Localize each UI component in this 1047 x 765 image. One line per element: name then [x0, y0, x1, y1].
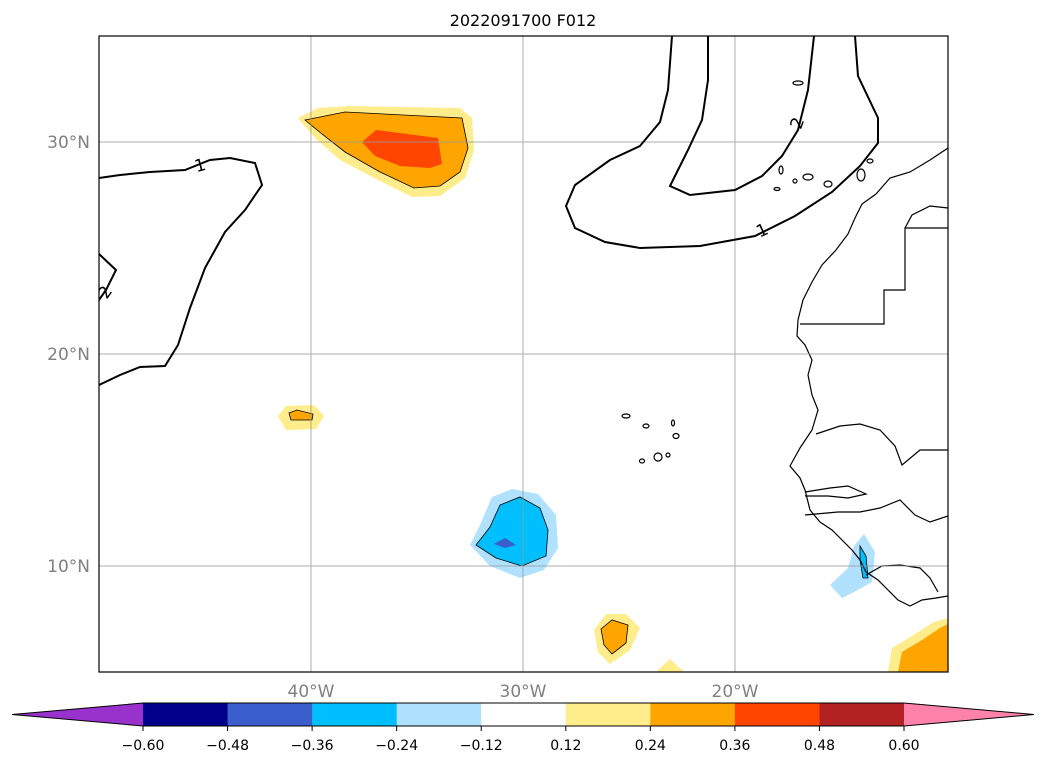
colorbar-tick-label: −0.36 — [291, 738, 334, 754]
gambia-river — [804, 485, 868, 499]
island-canary-3 — [773, 186, 781, 192]
thick-contours — [99, 36, 879, 386]
island-canary-6 — [823, 180, 833, 188]
colorbar-box — [312, 703, 398, 726]
island-canary-1 — [792, 80, 804, 86]
anomaly-outlines — [288, 111, 869, 655]
colorbar-box — [565, 703, 651, 726]
guinea-borders — [804, 499, 948, 523]
island-canary-8 — [866, 158, 874, 164]
coastlines — [789, 147, 948, 607]
colorbar-ticks: −0.60 −0.48 −0.36 −0.24 −0.12 0.12 0.24 0.36 0.4… — [122, 726, 920, 754]
colorbar: −0.60 −0.48 −0.36 −0.24 −0.12 0.12 0.24 0.36 0.4… — [11, 702, 1035, 754]
colorbar-tick-label: −0.24 — [375, 738, 418, 754]
outline-small-west — [288, 409, 314, 421]
colorbar-tick-label: −0.60 — [122, 738, 165, 754]
western-sahara-border — [800, 227, 948, 325]
colorbar-swatches — [11, 702, 1035, 727]
outline-central — [475, 496, 549, 567]
outline-north-atlantic — [304, 111, 469, 189]
latitude-labels: 30°N 20°N 10°N — [47, 133, 90, 577]
colorbar-tick-label: 0.12 — [550, 738, 581, 754]
island-cape-verde-4 — [672, 432, 680, 440]
lon-label-30w: 30°W — [500, 682, 547, 702]
senegal-interior-borders — [815, 423, 948, 467]
colorbar-box — [650, 703, 736, 726]
lat-label-10n: 10°N — [47, 557, 90, 577]
colorbar-box — [481, 703, 567, 726]
shaded-anomalies — [278, 106, 948, 672]
colorbar-tick-label: 0.48 — [804, 738, 835, 754]
positive-anomaly-north-atlantic-core — [362, 130, 442, 168]
colorbar-tick-label: 0.24 — [635, 738, 666, 754]
contour-2-east — [668, 36, 815, 197]
positive-anomaly-south-core — [601, 620, 628, 654]
lat-label-30n: 30°N — [47, 133, 90, 153]
positive-anomaly-edge-south — [656, 659, 684, 672]
island-canary-5 — [802, 173, 814, 181]
map-area: 1 1 2 2 — [99, 36, 948, 672]
lon-label-20w: 20°W — [712, 682, 759, 702]
island-cape-verde-7 — [665, 452, 671, 458]
colorbar-tick-label: −0.12 — [460, 738, 503, 754]
colorbar-box — [396, 703, 482, 726]
contour-2-west-edge — [99, 253, 118, 301]
island-cape-verde-5 — [638, 458, 646, 464]
morocco-coast-inner — [904, 205, 948, 229]
lon-label-40w: 40°W — [288, 682, 335, 702]
colorbar-box — [227, 703, 313, 726]
colorbar-extend-min — [12, 703, 143, 726]
negative-anomaly-central-deep — [494, 538, 516, 548]
island-cape-verde-6 — [653, 452, 663, 462]
gridlines — [99, 36, 948, 672]
island-cape-verde-2 — [642, 423, 650, 429]
colorbar-box — [143, 703, 229, 726]
colorbar-tick-label: 0.36 — [719, 738, 750, 754]
colorbar-box — [819, 703, 905, 726]
islands — [621, 80, 874, 464]
longitude-labels: 40°W 30°W 20°W — [288, 682, 759, 702]
island-canary-2 — [778, 165, 784, 175]
lat-label-20n: 20°N — [47, 345, 90, 365]
colorbar-box — [734, 703, 820, 726]
island-cape-verde-3 — [670, 419, 676, 427]
negative-anomaly-central-core — [476, 497, 548, 566]
contour-1-east — [564, 36, 879, 250]
island-canary-4 — [792, 178, 798, 184]
outline-africa-coast — [859, 544, 869, 579]
map-frame — [98, 35, 949, 673]
positive-anomaly-gulf-guinea-core — [898, 624, 948, 672]
chart-title: 2022091700 F012 — [450, 11, 597, 30]
colorbar-extend-max — [904, 703, 1034, 726]
island-cape-verde-1 — [621, 413, 631, 419]
island-canary-7 — [856, 168, 866, 182]
contour-1-west — [99, 156, 264, 386]
contour-label-1-west: 1 — [192, 155, 208, 177]
africa-coastline — [789, 147, 948, 607]
colorbar-tick-label: −0.48 — [206, 738, 249, 754]
colorbar-tick-label: 0.60 — [888, 738, 919, 754]
outline-south — [600, 619, 629, 655]
